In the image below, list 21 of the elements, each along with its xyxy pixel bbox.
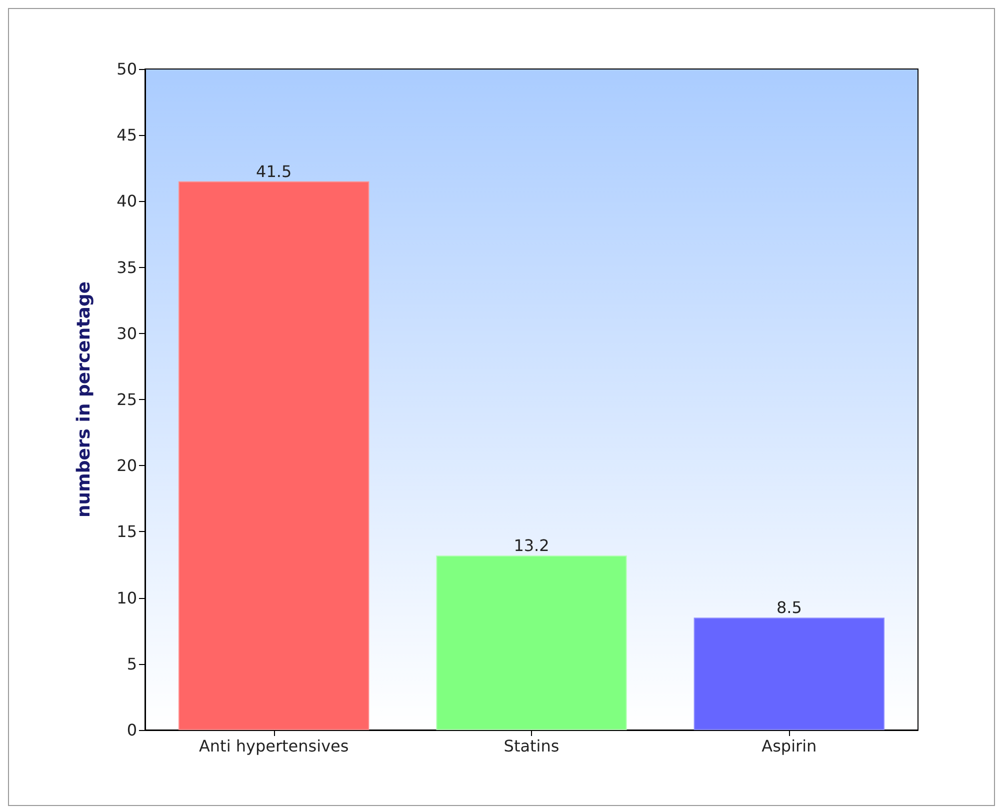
data-label: 41.5 — [256, 162, 292, 181]
y-tick-label: 10 — [116, 588, 137, 608]
bar — [694, 618, 885, 730]
bar — [436, 555, 627, 730]
y-tick-label: 45 — [116, 126, 137, 145]
x-tick-label: Anti hypertensives — [198, 736, 349, 756]
x-tick-label: Statins — [504, 736, 560, 756]
y-tick-label: 35 — [116, 258, 137, 277]
y-axis-title: numbers in percentage — [74, 281, 94, 518]
x-tick-label: Aspirin — [762, 736, 817, 756]
y-tick-label: 20 — [116, 456, 137, 476]
y-tick-label: 25 — [116, 390, 137, 409]
y-tick-label: 0 — [126, 720, 137, 740]
data-label: 8.5 — [776, 598, 802, 618]
data-label: 13.2 — [514, 536, 550, 555]
y-tick-label: 40 — [116, 192, 137, 211]
y-tick-label: 5 — [126, 654, 137, 674]
y-tick-label: 30 — [116, 324, 137, 343]
bar — [178, 181, 370, 730]
y-tick-label: 50 — [116, 60, 137, 78]
y-tick-label: 15 — [116, 522, 137, 542]
